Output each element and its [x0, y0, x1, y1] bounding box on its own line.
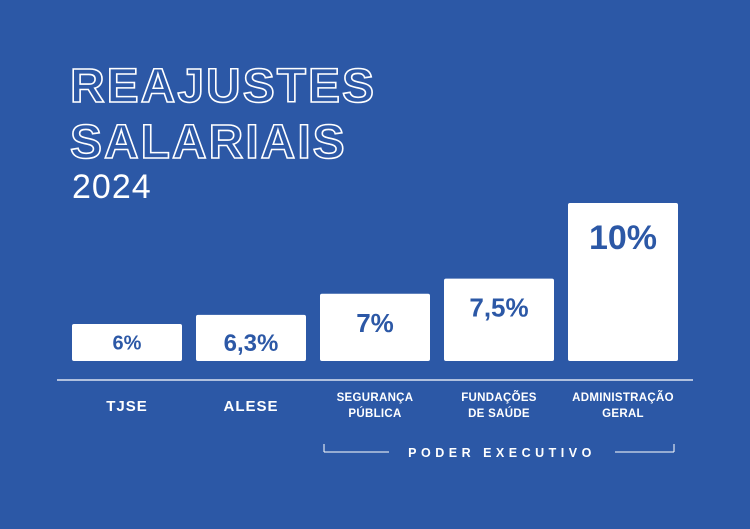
bar-2: [196, 314, 306, 361]
data-label-5: 10%: [589, 219, 657, 257]
bar-1: [72, 324, 182, 361]
bar-5: [568, 203, 678, 361]
category-label-5-line-1: ADMINISTRAÇÃO: [572, 391, 674, 404]
title-line1: REAJUSTES: [70, 60, 376, 113]
category-label-3-line-1: SEGURANÇA: [337, 392, 414, 404]
title-graphic: REAJUSTES SALARIAIS: [69, 59, 376, 170]
category-label-4-line-1: FUNDAÇÕES: [461, 391, 537, 404]
year-label: 2024: [72, 168, 152, 206]
data-label-4: 7,5%: [469, 293, 528, 323]
bar-3: [320, 293, 430, 361]
bar-4: [444, 278, 554, 361]
group-label: PODER EXECUTIVO: [408, 446, 596, 460]
data-label-2: 6,3%: [224, 330, 279, 357]
category-label-5-line-2: GERAL: [602, 408, 644, 420]
title-line2: SALARIAIS: [70, 116, 347, 169]
category-label-1-line-1: TJSE: [106, 398, 148, 415]
data-label-3: 7%: [356, 308, 394, 338]
category-label-3-line-2: PÚBLICA: [348, 407, 401, 420]
category-label-2-line-1: ALESE: [223, 398, 278, 415]
category-label-4-line-2: DE SAÚDE: [468, 407, 530, 420]
data-label-1: 6%: [113, 333, 142, 355]
